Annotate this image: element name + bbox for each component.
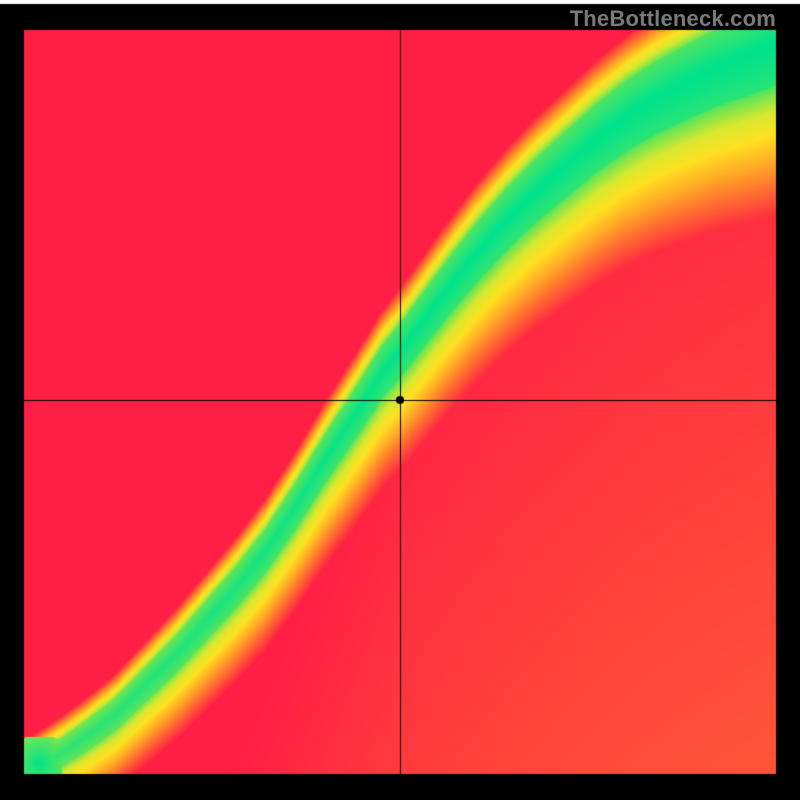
chart-wrapper: TheBottleneck.com (0, 0, 800, 800)
heatmap-canvas (0, 0, 800, 800)
watermark-text: TheBottleneck.com (570, 6, 776, 32)
